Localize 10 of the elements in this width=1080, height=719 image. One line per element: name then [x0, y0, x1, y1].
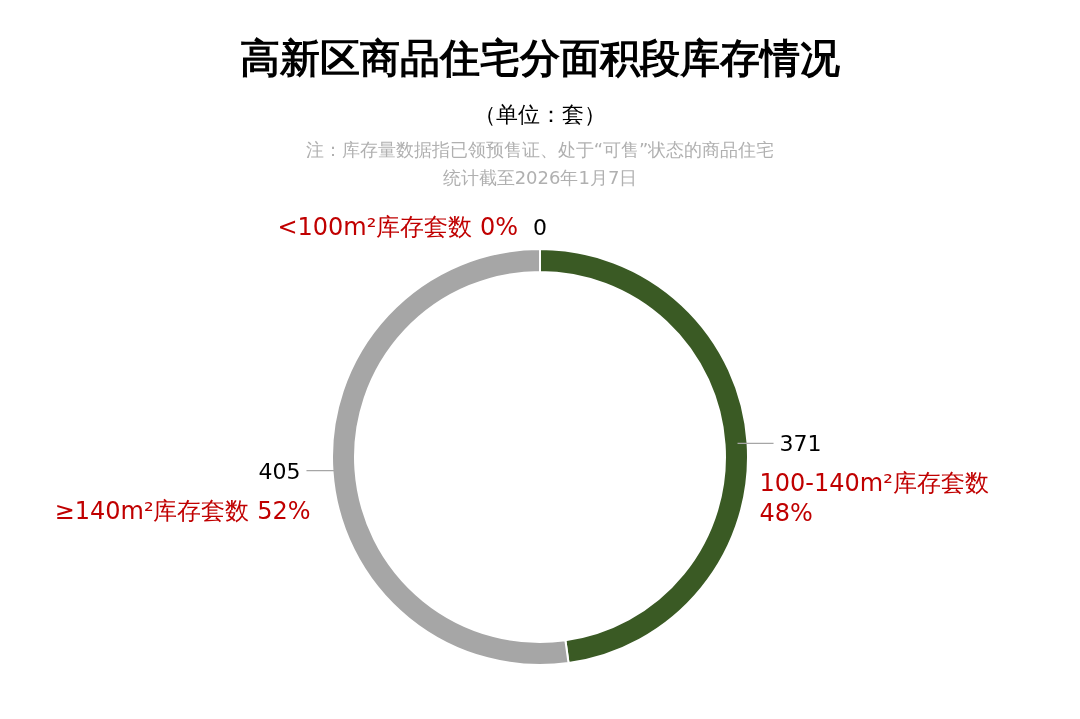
data-label: 371 — [779, 431, 822, 457]
text: 统计截至2026年1月7日 — [442, 167, 638, 188]
chart-subtitle: （单位：套） — [474, 102, 606, 127]
slice-label: ≥140m²库存套数 52% — [54, 496, 311, 525]
category-label: <100m²库存套数 0% — [277, 213, 518, 241]
data-label: 405 — [258, 458, 301, 484]
text: 0 — [533, 215, 547, 240]
chart-title: 高新区商品住宅分面积段库存情况 — [240, 35, 840, 81]
slice-label: 100-140m²库存套数 48% — [759, 469, 989, 528]
text: 注：库存量数据指已领预售证、处于“可售”状态的商品住宅 — [305, 139, 775, 160]
